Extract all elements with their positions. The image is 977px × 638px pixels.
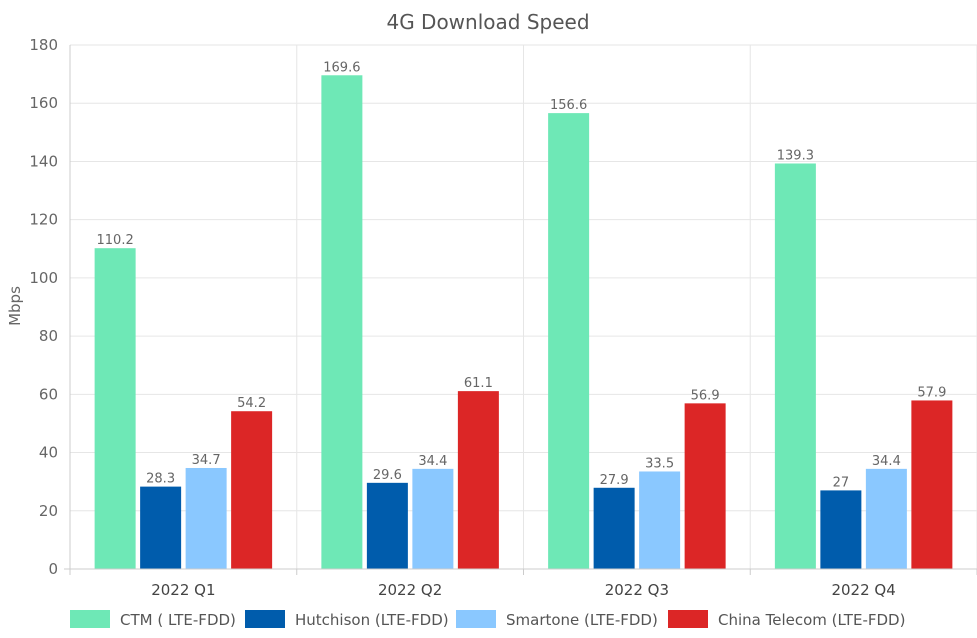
data-label: 34.7 — [192, 453, 221, 468]
data-label: 156.6 — [550, 98, 587, 113]
x-tick-label: 2022 Q4 — [831, 581, 895, 599]
bar — [820, 490, 862, 569]
y-tick-label: 160 — [29, 94, 58, 112]
y-tick-label: 100 — [29, 269, 58, 287]
bars: 110.2 169.6 156.6 139.3 28.3 29.6 27.9 27 34.7 34… — [94, 60, 953, 570]
chart-title: 4G Download Speed — [386, 10, 589, 34]
legend-swatch — [70, 610, 110, 628]
x-tick-label: 2022 Q3 — [605, 581, 669, 599]
bar — [321, 75, 363, 569]
bar — [593, 487, 635, 569]
data-label: 57.9 — [917, 385, 946, 400]
bar — [412, 468, 454, 569]
legend-swatch — [456, 610, 496, 628]
bar — [639, 471, 681, 569]
data-label: 54.2 — [237, 396, 266, 411]
data-label: 56.9 — [691, 388, 720, 403]
data-label: 34.4 — [872, 454, 901, 469]
bar — [366, 482, 408, 569]
bar — [94, 248, 136, 569]
data-label: 27.9 — [600, 473, 629, 488]
y-tick-label: 120 — [29, 211, 58, 229]
bar — [865, 468, 907, 569]
legend-label: Hutchison (LTE-FDD) — [295, 611, 449, 629]
y-tick-label: 0 — [48, 560, 58, 578]
legend-label: China Telecom (LTE-FDD) — [718, 611, 905, 629]
axes: 0 20 40 60 80 100 120 140 160 180 2022 Q1 2022 Q2 20… — [29, 36, 977, 599]
data-label: 34.4 — [418, 454, 447, 469]
bar — [911, 400, 953, 569]
bar — [140, 486, 182, 569]
x-tick-label: 2022 Q2 — [378, 581, 442, 599]
data-label: 33.5 — [645, 456, 674, 471]
legend-swatch — [245, 610, 285, 628]
y-tick-label: 180 — [29, 36, 58, 54]
y-tick-label: 60 — [39, 385, 58, 403]
legend-label: CTM ( LTE-FDD) — [120, 611, 236, 629]
data-label: 139.3 — [777, 148, 814, 163]
data-label: 27 — [833, 475, 850, 490]
x-tick-label: 2022 Q1 — [151, 581, 215, 599]
bar — [231, 411, 273, 569]
data-label: 110.2 — [97, 233, 134, 248]
bar — [185, 467, 227, 569]
y-tick-label: 40 — [39, 444, 58, 462]
y-axis-label: Mbps — [6, 286, 24, 326]
legend-swatch — [668, 610, 708, 628]
legend-label: Smartone (LTE-FDD) — [506, 611, 658, 629]
data-label: 169.6 — [323, 60, 360, 75]
bar — [684, 403, 726, 569]
data-label: 28.3 — [146, 472, 175, 487]
y-tick-label: 80 — [39, 327, 58, 345]
bar — [457, 391, 499, 569]
data-label: 61.1 — [464, 376, 493, 391]
data-label: 29.6 — [373, 468, 402, 483]
legend: CTM ( LTE-FDD) Hutchison (LTE-FDD) Smarton… — [70, 610, 905, 629]
bar — [774, 163, 816, 569]
bar — [548, 113, 590, 570]
y-tick-label: 20 — [39, 502, 58, 520]
y-tick-label: 140 — [29, 152, 58, 170]
